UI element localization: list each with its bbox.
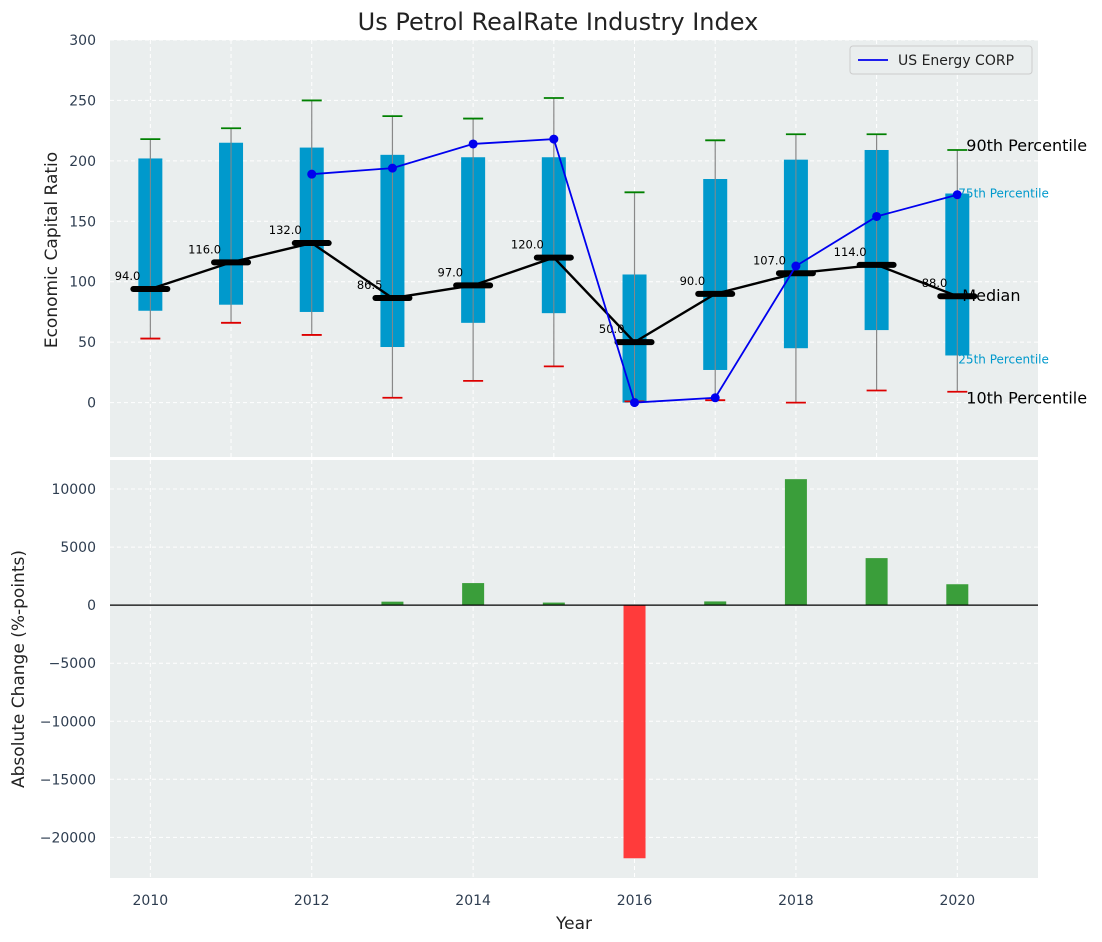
x-tick-label: 2012: [294, 893, 330, 909]
change-bars: [381, 479, 969, 859]
top-y-tick-label: 100: [69, 275, 96, 291]
legend-box: [849, 45, 1033, 75]
annotation-median: Median: [962, 286, 1020, 305]
median-value-label: 94.0: [115, 269, 141, 283]
median-value-label: 88.0: [922, 276, 948, 290]
legend: US Energy CORP: [849, 45, 1033, 75]
x-axis-label: Year: [555, 914, 592, 934]
annotation-p90: 90th Percentile: [966, 136, 1087, 155]
company-point: [468, 139, 478, 149]
x-tick-labels: 2010 2012 2014 2016 2018 2020: [133, 893, 976, 909]
top-y-tick-label: 250: [69, 93, 96, 109]
legend-company-label: US Energy CORP: [898, 53, 1014, 69]
top-gridlines: [110, 39, 1038, 457]
median-series: 94.0116.0132.086.597.0120.050.090.0107.0…: [115, 223, 978, 346]
positive-change-bar: [704, 601, 727, 606]
median-value-label: 132.0: [269, 223, 302, 237]
top-y-tick-label: 0: [87, 396, 96, 412]
top-y-tick-label: 200: [69, 154, 96, 170]
positive-change-bar: [946, 584, 969, 606]
bottom-y-tick-label: 10000: [51, 482, 96, 498]
median-value-label: 97.0: [438, 265, 464, 279]
bottom-y-tick-labels: −20000 −15000 −10000 −5000 0 5000 10000: [40, 482, 96, 846]
positive-change-bar: [542, 602, 565, 606]
company-series: [307, 134, 962, 408]
company-point: [872, 211, 882, 221]
bottom-plot-background: [110, 460, 1038, 878]
bottom-y-tick-label: −20000: [40, 830, 96, 846]
company-point: [307, 169, 317, 179]
company-point: [710, 393, 720, 403]
negative-change-bar: [623, 605, 646, 859]
percentile-annotations: 90th Percentile 75th Percentile Median 25th…: [958, 136, 1087, 408]
top-y-tick-label: 300: [69, 33, 96, 49]
median-value-label: 114.0: [834, 245, 867, 259]
median-value-label: 120.0: [511, 238, 544, 252]
annotation-p25: 25th Percentile: [958, 352, 1049, 366]
company-point: [549, 134, 559, 144]
median-value-label: 86.5: [357, 278, 383, 292]
top-panel: 0 50 100 150 200 250 300 94.0 116.0 132.0 86.5 97.…: [42, 33, 1087, 457]
annotation-p75: 75th Percentile: [958, 187, 1049, 201]
median-value-label: 116.0: [188, 242, 221, 256]
x-tick-label: 2014: [455, 893, 491, 909]
positive-change-bar: [865, 558, 888, 606]
top-y-tick-label: 50: [78, 335, 96, 351]
top-y-axis-label: Economic Capital Ratio: [42, 152, 62, 348]
top-y-tick-label: 150: [69, 214, 96, 230]
bottom-y-tick-label: 0: [87, 598, 96, 614]
annotation-p10: 10th Percentile: [966, 389, 1087, 408]
company-point: [952, 190, 962, 200]
median-value-label: 107.0: [753, 253, 786, 267]
chart-title: Us Petrol RealRate Industry Index: [358, 8, 759, 36]
company-point: [791, 261, 801, 271]
x-tick-label: 2020: [939, 893, 975, 909]
top-y-tick-labels: 0 50 100 150 200 250 300: [69, 33, 96, 412]
top-plot-background: [110, 40, 1038, 457]
bottom-y-tick-label: −15000: [40, 772, 96, 788]
percentile-boxes: [138, 97, 970, 404]
company-point: [387, 163, 397, 173]
median-value-label: 90.0: [680, 274, 706, 288]
bottom-y-tick-label: −5000: [49, 656, 96, 672]
company-point: [630, 398, 640, 408]
x-tick-label: 2016: [617, 893, 653, 909]
bottom-y-tick-label: −10000: [40, 714, 96, 730]
positive-change-bar: [462, 583, 485, 606]
bottom-y-tick-label: 5000: [60, 540, 96, 556]
bottom-y-axis-label: Absolute Change (%-points): [9, 550, 29, 788]
positive-change-bar: [784, 479, 807, 606]
x-tick-label: 2010: [133, 893, 169, 909]
x-tick-label: 2018: [778, 893, 814, 909]
positive-change-bar: [381, 601, 404, 606]
